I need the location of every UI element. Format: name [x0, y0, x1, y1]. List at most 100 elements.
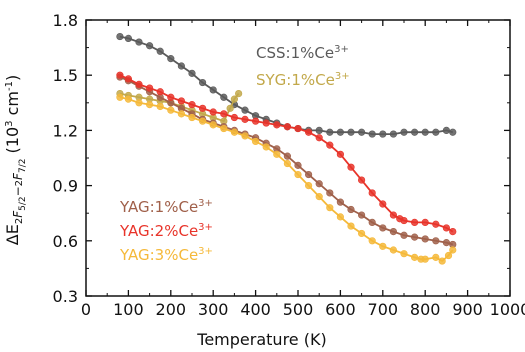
data-point	[241, 106, 249, 114]
legend-label-1: SYG:1%Ce3+	[256, 71, 350, 89]
data-point	[442, 239, 451, 247]
data-point	[326, 204, 334, 212]
data-point	[336, 128, 345, 136]
y-label-unit-close: )	[3, 75, 22, 81]
data-point	[188, 113, 196, 122]
data-point	[294, 161, 302, 169]
y-label-delta-e: ΔE	[3, 224, 22, 245]
data-point	[347, 128, 355, 136]
x-tick-label: 800	[410, 300, 441, 319]
data-point	[389, 228, 398, 236]
data-point	[283, 159, 292, 168]
x-tick-label: 900	[452, 300, 483, 319]
y-tick-label: 0.6	[53, 232, 78, 251]
data-point	[389, 130, 398, 138]
data-point	[432, 220, 440, 228]
x-tick-label: 400	[240, 300, 271, 319]
data-point	[315, 134, 323, 142]
data-point	[411, 128, 419, 136]
data-point	[432, 128, 440, 136]
data-point	[358, 176, 366, 184]
y-label-unit-open: (10	[3, 127, 22, 159]
data-point	[442, 126, 451, 134]
data-point	[315, 193, 323, 201]
data-point	[379, 130, 387, 138]
x-tick-label: 700	[368, 300, 399, 319]
data-point	[273, 121, 281, 129]
data-point	[449, 228, 457, 236]
data-point	[358, 211, 366, 219]
data-point	[326, 189, 334, 197]
data-point	[411, 218, 419, 226]
data-point	[220, 124, 228, 133]
series-0	[116, 32, 457, 138]
data-point	[252, 137, 260, 146]
data-point	[400, 128, 408, 136]
data-point	[230, 113, 238, 122]
data-point	[167, 55, 175, 63]
data-point	[336, 150, 345, 158]
x-tick-label: 0	[81, 300, 91, 319]
data-point	[294, 170, 302, 179]
data-point	[449, 246, 457, 254]
data-point	[336, 198, 345, 206]
x-tick-label: 500	[283, 300, 314, 319]
data-point	[421, 218, 429, 226]
legend-label-base: YAG:1%Ce	[119, 198, 198, 216]
data-point	[156, 47, 164, 55]
series-layer	[116, 32, 457, 265]
y-label-sup-1: 2	[14, 218, 25, 224]
data-point	[326, 141, 334, 149]
data-point	[432, 253, 440, 261]
data-point	[336, 213, 345, 221]
y-label-sup-2: 2	[14, 180, 25, 186]
data-point	[199, 104, 207, 112]
data-point	[358, 229, 366, 238]
data-point	[177, 62, 185, 70]
y-label-unit-cm: cm	[3, 91, 22, 120]
data-point	[220, 93, 228, 101]
data-point	[400, 231, 408, 239]
legend-label-base: SYG:1%Ce	[256, 71, 335, 89]
data-point	[294, 124, 302, 133]
data-point	[368, 189, 376, 197]
legend-label-sup: 3+	[334, 44, 349, 55]
data-point	[230, 95, 238, 103]
data-point	[421, 128, 429, 136]
data-point	[135, 80, 143, 88]
data-point	[124, 75, 132, 83]
data-point	[235, 89, 243, 98]
y-label-sub-1: 5/2	[18, 196, 28, 210]
data-point	[315, 180, 323, 188]
legend-label-sup: 3+	[198, 246, 213, 257]
y-label-term-2: F	[11, 172, 25, 180]
data-point	[146, 84, 154, 92]
data-point	[177, 97, 185, 105]
data-point	[379, 200, 387, 208]
data-point	[305, 182, 313, 190]
y-tick-label: 1.8	[53, 11, 78, 30]
y-tick-label: 0.9	[53, 177, 78, 196]
legend-label-base: YAG:3%Ce	[119, 246, 198, 264]
y-label-term-1: F	[11, 210, 25, 218]
data-point	[389, 246, 398, 254]
legend-label-base: CSS:1%Ce	[256, 44, 334, 62]
y-label-unit-exp-2: -1	[4, 81, 15, 91]
legend-label-3: YAG:2%Ce3+	[119, 222, 213, 240]
data-point	[262, 143, 270, 151]
data-point	[116, 93, 124, 101]
data-point	[167, 106, 175, 114]
legend-label-base: YAG:2%Ce	[119, 222, 198, 240]
data-point	[226, 104, 234, 112]
data-point	[273, 150, 281, 158]
data-point	[177, 110, 185, 118]
data-point	[400, 216, 408, 225]
data-point	[209, 108, 217, 116]
data-point	[188, 69, 196, 77]
data-point	[156, 102, 164, 111]
x-axis-title: Temperature (K)	[196, 330, 326, 349]
data-point	[379, 224, 387, 232]
